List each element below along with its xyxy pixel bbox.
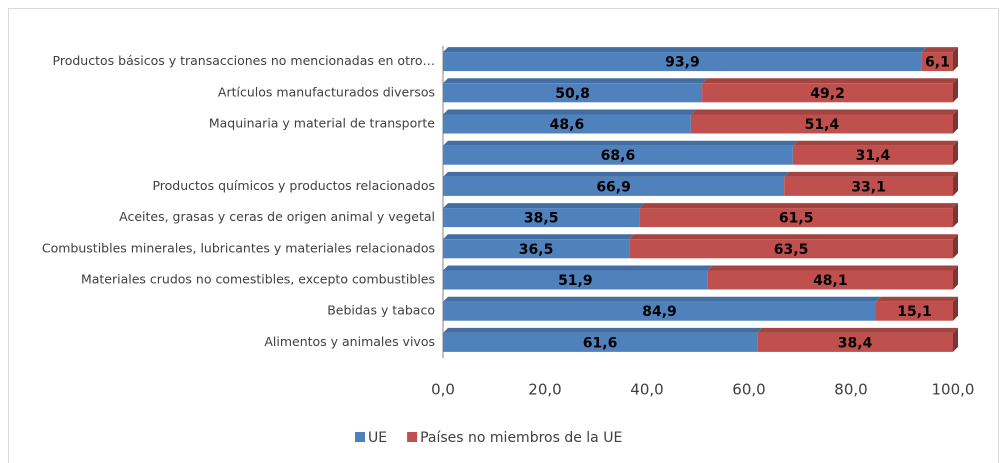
bar-side bbox=[953, 265, 958, 290]
bar-segment bbox=[702, 83, 953, 103]
bar-top bbox=[792, 140, 958, 146]
bar-segment bbox=[443, 176, 785, 196]
bar-top bbox=[639, 203, 958, 209]
x-tick-label: 80,0 bbox=[834, 381, 867, 399]
bar-segment bbox=[784, 176, 953, 196]
value-label: 38,5 bbox=[524, 211, 559, 227]
bar-side bbox=[953, 296, 958, 321]
x-tick-label: 60,0 bbox=[732, 381, 765, 399]
bar-segment bbox=[443, 145, 793, 165]
bar-top bbox=[784, 171, 958, 177]
bar-top bbox=[875, 296, 958, 302]
value-label: 50,8 bbox=[555, 86, 590, 102]
value-label: 84,9 bbox=[642, 304, 677, 320]
value-label: 68,6 bbox=[601, 148, 636, 164]
bar-segment bbox=[629, 239, 953, 259]
bar-top bbox=[443, 203, 645, 209]
bar-top bbox=[443, 171, 790, 177]
bar-side bbox=[953, 327, 958, 352]
bar-side bbox=[953, 78, 958, 103]
legend-swatch bbox=[407, 432, 418, 442]
bar-top bbox=[921, 47, 958, 53]
bar-top bbox=[443, 327, 763, 333]
value-label: 15,1 bbox=[897, 304, 932, 320]
value-label: 93,9 bbox=[665, 55, 700, 71]
bar-segment bbox=[443, 301, 876, 321]
value-label: 63,5 bbox=[774, 242, 809, 258]
bar-top bbox=[443, 47, 927, 53]
category-label: Productos básicos y transacciones no men… bbox=[53, 53, 435, 68]
bar-segment bbox=[443, 208, 640, 228]
category-label: Combustibles minerales, lubricantes y ma… bbox=[42, 240, 435, 255]
value-label: 31,4 bbox=[856, 148, 891, 164]
bar-side bbox=[953, 203, 958, 228]
bar-top bbox=[443, 234, 635, 240]
value-label: 33,1 bbox=[851, 179, 886, 195]
bar-top bbox=[707, 265, 958, 271]
bar-side bbox=[953, 140, 958, 165]
bar-segment bbox=[792, 145, 953, 165]
bar-segment bbox=[690, 114, 953, 134]
bar-top bbox=[443, 265, 713, 271]
bar-top bbox=[757, 327, 958, 333]
bar-side bbox=[953, 109, 958, 134]
legend-label: Países no miembros de la UE bbox=[420, 430, 622, 446]
category-label: Productos químicos y productos relaciona… bbox=[152, 178, 435, 193]
value-label: 48,6 bbox=[550, 117, 585, 133]
category-label: Aceites, grasas y ceras de origen animal… bbox=[119, 209, 435, 224]
value-label: 66,9 bbox=[596, 179, 631, 195]
bar-top bbox=[443, 109, 696, 115]
bar-segment bbox=[921, 52, 953, 72]
x-tick-label: 40,0 bbox=[630, 381, 663, 399]
x-tick-label: 20,0 bbox=[528, 381, 561, 399]
bar-segment bbox=[443, 52, 922, 72]
chart-border bbox=[8, 8, 999, 463]
value-label: 38,4 bbox=[838, 335, 873, 351]
bar-top bbox=[443, 140, 798, 146]
bar-segment bbox=[757, 332, 953, 352]
legend-swatch bbox=[355, 432, 365, 442]
bar-segment bbox=[443, 332, 758, 352]
bar-side bbox=[953, 47, 958, 72]
category-label: Alimentos y animales vivos bbox=[264, 334, 435, 349]
bar-top bbox=[629, 234, 958, 240]
bar-segment bbox=[443, 83, 703, 103]
bar-top bbox=[690, 109, 958, 115]
bar-segment bbox=[443, 239, 630, 259]
bar-top bbox=[702, 78, 958, 84]
value-label: 48,1 bbox=[813, 273, 848, 289]
bar-segment bbox=[639, 208, 953, 228]
category-label: Artículos manufacturados diversos bbox=[218, 84, 435, 99]
bar-side bbox=[953, 234, 958, 259]
category-label: Materiales crudos no comestibles, except… bbox=[81, 272, 435, 287]
legend-label: UE bbox=[368, 430, 387, 446]
value-label: 6,1 bbox=[925, 55, 950, 71]
x-tick-label: 100,0 bbox=[932, 381, 975, 399]
bar-segment bbox=[443, 114, 691, 134]
value-label: 36,5 bbox=[519, 242, 554, 258]
bar-segment bbox=[875, 301, 953, 321]
value-label: 61,6 bbox=[583, 335, 618, 351]
value-label: 49,2 bbox=[810, 86, 845, 102]
value-label: 61,5 bbox=[779, 211, 814, 227]
bar-top bbox=[443, 78, 708, 84]
bar-segment bbox=[443, 270, 708, 290]
bar-top bbox=[443, 296, 881, 302]
value-label: 51,4 bbox=[805, 117, 840, 133]
x-tick-label: 0,0 bbox=[431, 381, 455, 399]
bar-side bbox=[953, 171, 958, 196]
value-label: 51,9 bbox=[558, 273, 593, 289]
category-label: Bebidas y tabaco bbox=[327, 303, 435, 318]
bar-segment bbox=[707, 270, 953, 290]
category-label: Maquinaria y material de transporte bbox=[209, 116, 435, 131]
